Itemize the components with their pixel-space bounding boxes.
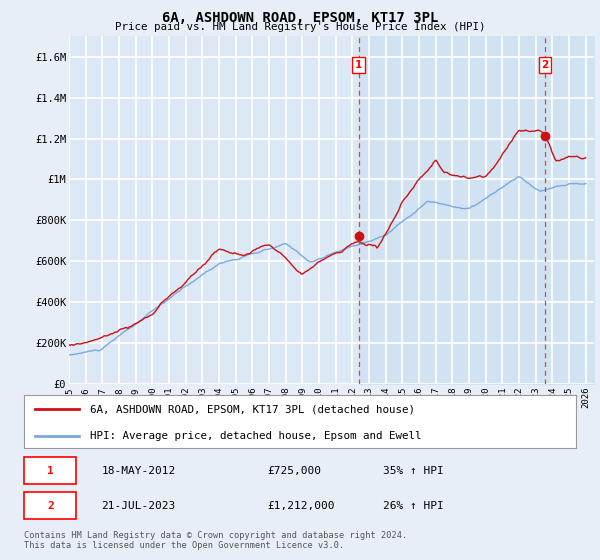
Text: 21-JUL-2023: 21-JUL-2023 xyxy=(101,501,176,511)
Text: £725,000: £725,000 xyxy=(267,466,321,476)
Text: 26% ↑ HPI: 26% ↑ HPI xyxy=(383,501,443,511)
Text: Contains HM Land Registry data © Crown copyright and database right 2024.
This d: Contains HM Land Registry data © Crown c… xyxy=(24,531,407,550)
Text: 6A, ASHDOWN ROAD, EPSOM, KT17 3PL: 6A, ASHDOWN ROAD, EPSOM, KT17 3PL xyxy=(162,11,438,25)
FancyBboxPatch shape xyxy=(24,492,76,520)
Text: 2: 2 xyxy=(541,60,548,70)
Text: 1: 1 xyxy=(355,60,362,70)
FancyBboxPatch shape xyxy=(24,457,76,484)
Text: 35% ↑ HPI: 35% ↑ HPI xyxy=(383,466,443,476)
Text: 2: 2 xyxy=(47,501,54,511)
Text: HPI: Average price, detached house, Epsom and Ewell: HPI: Average price, detached house, Epso… xyxy=(90,431,422,441)
Text: £1,212,000: £1,212,000 xyxy=(267,501,334,511)
Text: 6A, ASHDOWN ROAD, EPSOM, KT17 3PL (detached house): 6A, ASHDOWN ROAD, EPSOM, KT17 3PL (detac… xyxy=(90,404,415,414)
Text: Price paid vs. HM Land Registry's House Price Index (HPI): Price paid vs. HM Land Registry's House … xyxy=(115,22,485,32)
Text: 1: 1 xyxy=(47,466,54,476)
Text: 18-MAY-2012: 18-MAY-2012 xyxy=(101,466,176,476)
